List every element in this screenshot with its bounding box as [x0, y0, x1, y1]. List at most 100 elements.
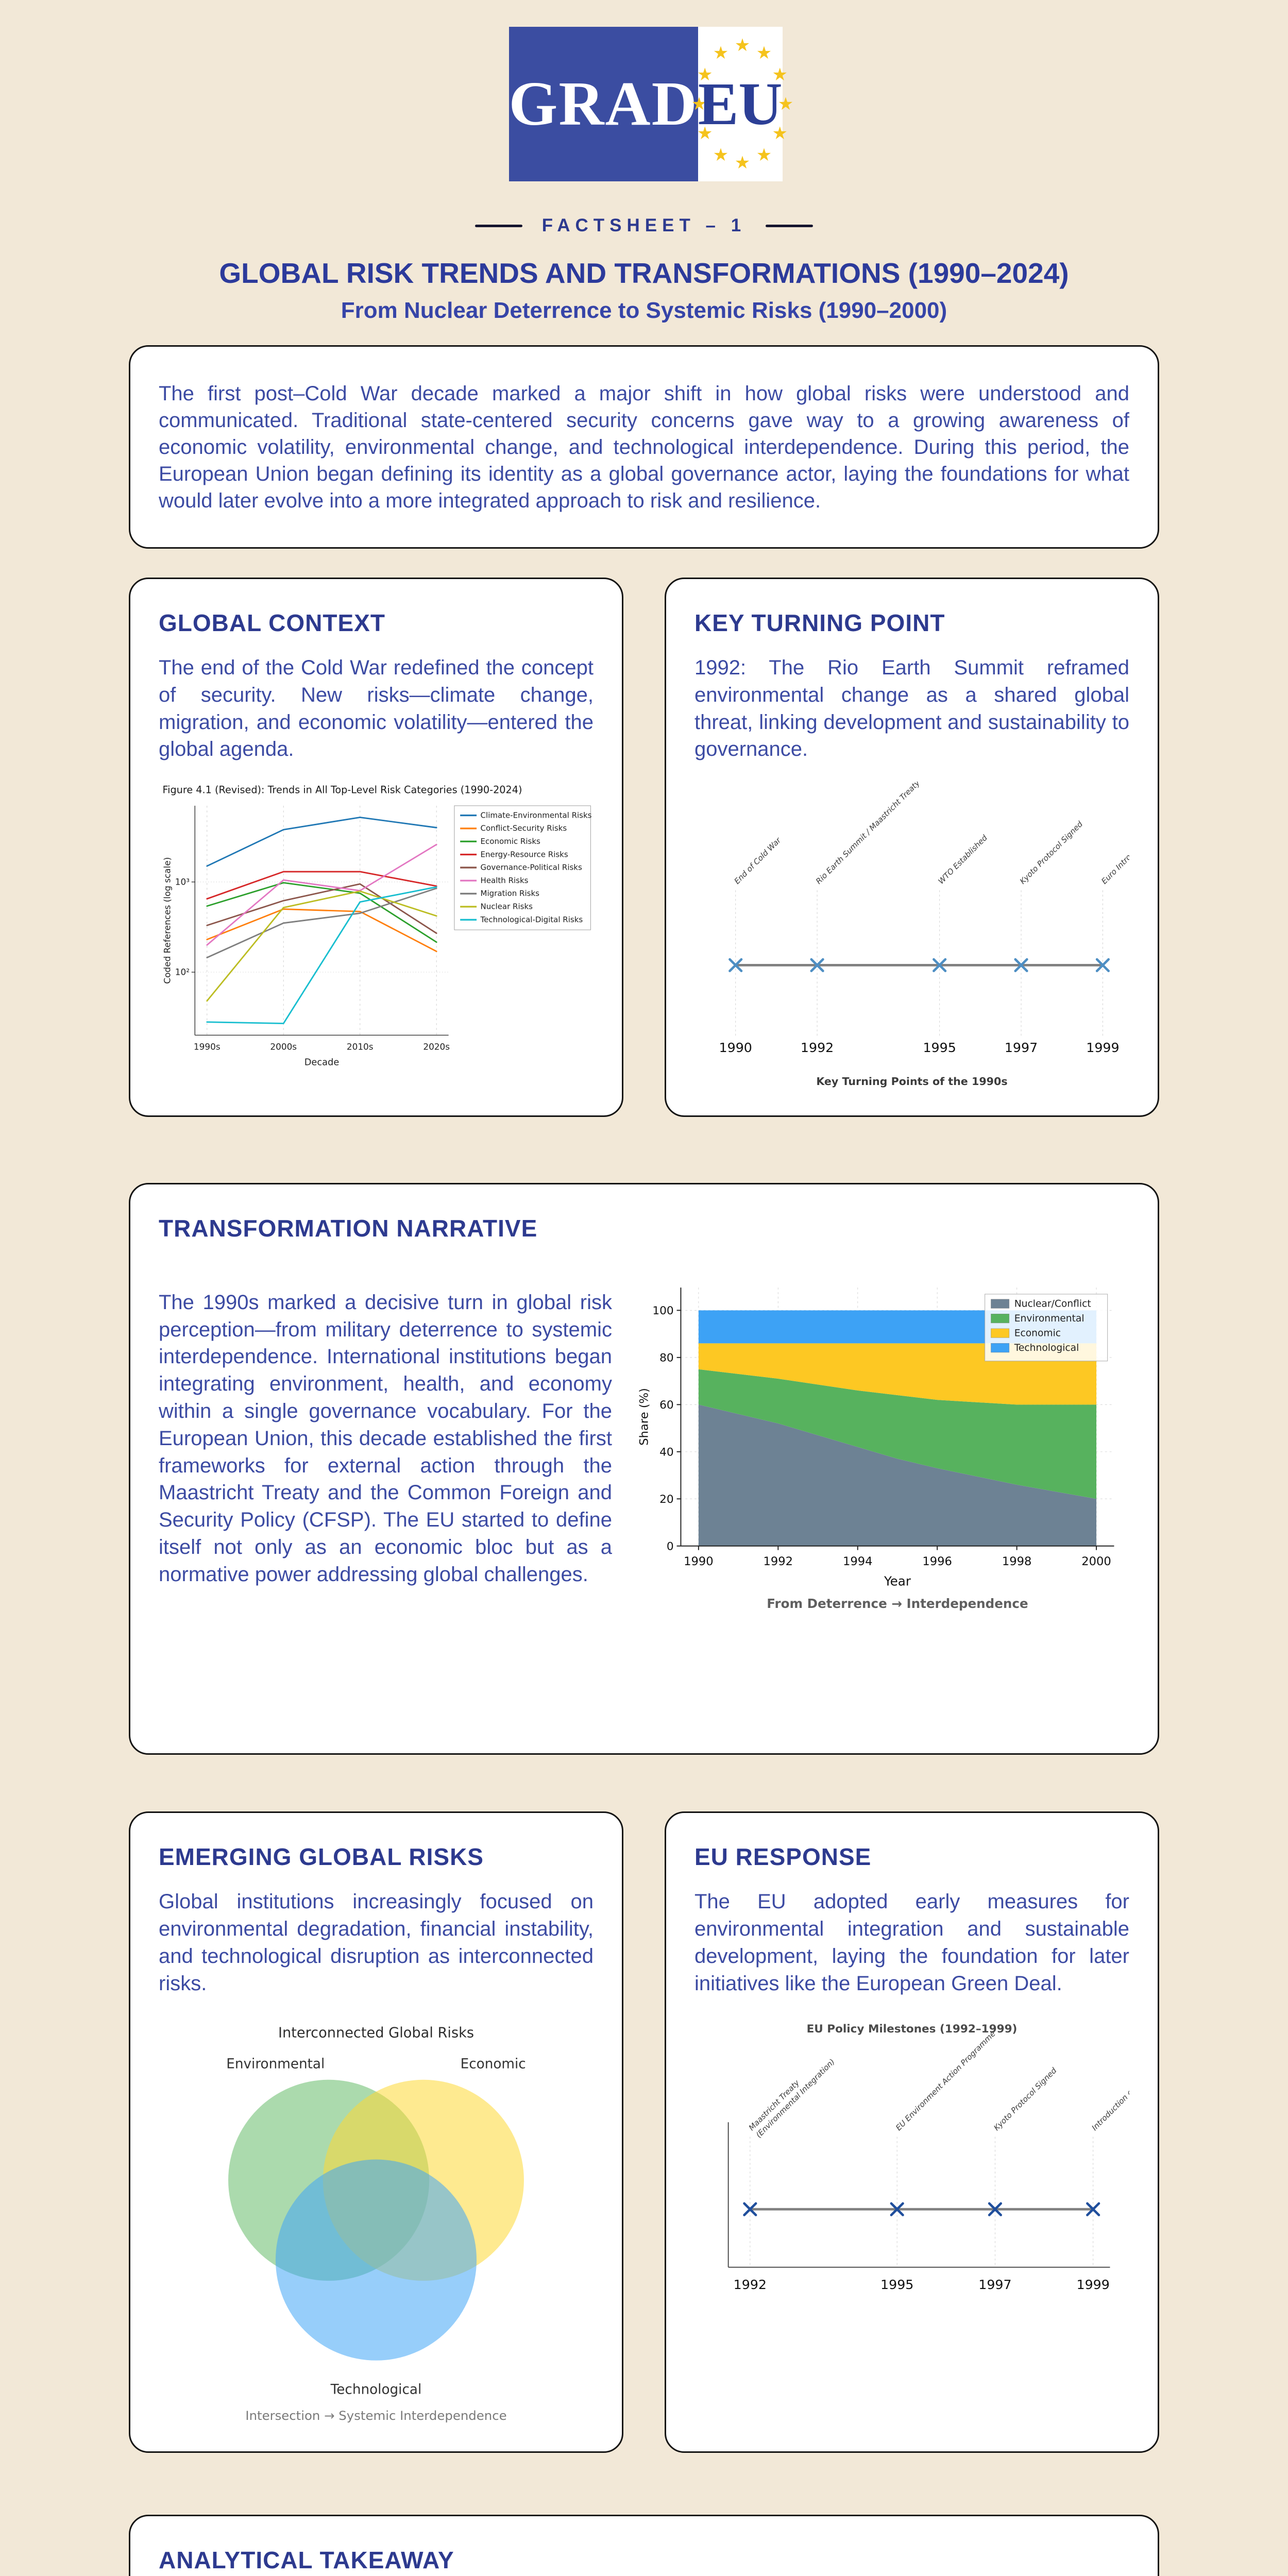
- intro-text: The first post–Cold War decade marked a …: [159, 382, 1129, 512]
- transformation-body: The 1990s marked a decisive turn in glob…: [159, 1291, 612, 1586]
- svg-text:1992: 1992: [764, 1555, 793, 1569]
- svg-text:From Deterrence → Interdepende: From Deterrence → Interdependence: [767, 1596, 1028, 1611]
- intro-card: The first post–Cold War decade marked a …: [129, 345, 1159, 549]
- eu-star-icon: ★: [777, 94, 794, 114]
- gradeu-logo-blue-panel: GRAD: [509, 27, 698, 181]
- svg-text:Technological-Digital Risks: Technological-Digital Risks: [480, 915, 583, 924]
- svg-text:Economic Risks: Economic Risks: [481, 837, 540, 846]
- factsheet-label: FACTSHEET – 1: [541, 215, 747, 235]
- divider-dash: [766, 224, 814, 227]
- svg-text:2010s: 2010s: [347, 1042, 374, 1052]
- svg-text:Conflict-Security Risks: Conflict-Security Risks: [481, 824, 567, 833]
- svg-text:Technological: Technological: [330, 2382, 422, 2397]
- svg-text:Share (%): Share (%): [638, 1388, 651, 1446]
- svg-text:20: 20: [659, 1494, 674, 1506]
- svg-text:1999: 1999: [1086, 1040, 1119, 1055]
- svg-text:2000s: 2000s: [270, 1042, 297, 1052]
- turning-points-timeline: End of Cold War Rio Earth Summit / Maastr…: [719, 782, 1129, 1088]
- svg-text:Interconnected Global Risks: Interconnected Global Risks: [278, 2025, 474, 2041]
- analytical-takeaway-card: ANALYTICAL TAKEAWAY The decade set the f…: [129, 2515, 1159, 2576]
- svg-text:10³: 10³: [175, 877, 190, 887]
- svg-text:60: 60: [659, 1399, 674, 1412]
- svg-text:Climate-Environmental Risks: Climate-Environmental Risks: [481, 811, 592, 820]
- svg-text:Health Risks: Health Risks: [481, 876, 529, 885]
- risks-response-row: EMERGING GLOBAL RISKS Global institution…: [129, 1811, 1159, 2453]
- global-context-card: GLOBAL CONTEXT The end of the Cold War r…: [129, 578, 623, 1117]
- svg-text:1990: 1990: [684, 1555, 714, 1569]
- gradeu-logo: GRAD ★ ★ ★ ★ ★ ★ ★ ★ ★ ★ ★ ★ EU: [509, 27, 793, 181]
- page-subtitle: From Nuclear Deterrence to Systemic Risk…: [341, 298, 947, 323]
- eu-milestones-chart-box: EU Policy Milestones (1992–1999) Maastric…: [694, 2016, 1129, 2315]
- emerging-risks-body: Global institutions increasingly focused…: [159, 1890, 594, 1995]
- risk-share-area-chart: 0 20 40 60 80 100 1990 1992 1994 1996 1998 2000 Year…: [638, 1287, 1114, 1611]
- svg-text:Kyoto Protocol Signed: Kyoto Protocol Signed: [1018, 819, 1084, 886]
- analytical-takeaway-title: ANALYTICAL TAKEAWAY: [159, 2547, 454, 2574]
- svg-text:100: 100: [652, 1305, 673, 1318]
- svg-text:Maastricht Treaty(Environmenta: Maastricht Treaty(Environmental Integrat…: [747, 2049, 837, 2139]
- global-context-body: The end of the Cold War redefined the co…: [159, 656, 594, 761]
- svg-text:Technological: Technological: [1014, 1343, 1079, 1353]
- svg-text:Nuclear Risks: Nuclear Risks: [481, 902, 533, 911]
- risks-venn-diagram: Interconnected Global Risks Environmental…: [226, 2025, 526, 2423]
- key-turning-point-card: KEY TURNING POINT 1992: The Rio Earth Su…: [665, 578, 1159, 1117]
- global-context-title: GLOBAL CONTEXT: [159, 609, 385, 636]
- svg-text:1998: 1998: [1002, 1555, 1032, 1569]
- svg-text:0: 0: [667, 1540, 674, 1553]
- svg-text:1997: 1997: [978, 2277, 1011, 2292]
- divider-dash: [474, 224, 522, 227]
- eu-star-icon: ★: [713, 145, 729, 165]
- svg-text:1996: 1996: [922, 1555, 952, 1569]
- svg-text:1997: 1997: [1005, 1040, 1038, 1055]
- svg-text:EU Policy Milestones (1992–199: EU Policy Milestones (1992–1999): [807, 2022, 1018, 2035]
- risk-trends-chart-box: 10² 10³ 1990s 2000s 2010s 2020s Decade Coded Re…: [159, 782, 594, 1081]
- risk-share-chart-box: 0 20 40 60 80 100 1990 1992 1994 1996 1998 2000 Year…: [633, 1260, 1129, 1617]
- eu-star-icon: ★: [691, 94, 707, 114]
- gradeu-logo-white-panel: ★ ★ ★ ★ ★ ★ ★ ★ ★ ★ ★ ★ EU: [691, 27, 793, 181]
- svg-text:Key Turning Points of the 1990: Key Turning Points of the 1990s: [816, 1075, 1007, 1088]
- svg-text:End of Cold War: End of Cold War: [733, 836, 783, 886]
- context-row: GLOBAL CONTEXT The end of the Cold War r…: [129, 578, 1159, 1117]
- risk-trends-line-chart: 10² 10³ 1990s 2000s 2010s 2020s Decade Coded Re…: [162, 784, 592, 1068]
- svg-text:2000: 2000: [1081, 1555, 1111, 1569]
- svg-text:Environmental: Environmental: [226, 2056, 325, 2072]
- svg-text:80: 80: [659, 1352, 674, 1365]
- svg-text:Year: Year: [884, 1574, 911, 1589]
- svg-text:Governance-Political Risks: Governance-Political Risks: [481, 863, 582, 872]
- eu-response-card: EU RESPONSE The EU adopted early measure…: [665, 1811, 1159, 2453]
- eu-star-icon: ★: [697, 65, 713, 84]
- svg-text:Kyoto Protocol Signed: Kyoto Protocol Signed: [992, 2065, 1058, 2132]
- transformation-title: TRANSFORMATION NARRATIVE: [159, 1215, 538, 1242]
- svg-text:Introduction of the Euro: Introduction of the Euro: [1090, 2060, 1129, 2132]
- eu-milestones-timeline: EU Policy Milestones (1992–1999) Maastric…: [727, 2022, 1129, 2292]
- svg-text:Euro Introduced: Euro Introduced: [1099, 836, 1129, 886]
- transformation-split: The 1990s marked a decisive turn in glob…: [159, 1260, 1129, 1617]
- svg-text:Energy-Resource Risks: Energy-Resource Risks: [481, 850, 568, 859]
- key-turning-point-body: 1992: The Rio Earth Summit reframed envi…: [694, 656, 1129, 761]
- eu-star-icon: ★: [734, 36, 751, 55]
- svg-text:2020s: 2020s: [423, 1042, 450, 1052]
- svg-text:1999: 1999: [1076, 2277, 1109, 2292]
- svg-text:WTO Established: WTO Established: [937, 833, 990, 886]
- svg-text:1994: 1994: [843, 1555, 873, 1569]
- eu-star-icon: ★: [772, 124, 788, 143]
- svg-text:1992: 1992: [801, 1040, 834, 1055]
- eu-response-body: The EU adopted early measures for enviro…: [694, 1890, 1129, 1995]
- logo-text-eu: EU: [698, 70, 783, 138]
- eu-response-title: EU RESPONSE: [694, 1843, 872, 1871]
- svg-text:40: 40: [659, 1446, 674, 1459]
- svg-text:Environmental: Environmental: [1014, 1313, 1084, 1324]
- svg-text:Decade: Decade: [304, 1057, 340, 1068]
- svg-text:1990s: 1990s: [194, 1042, 221, 1052]
- page-title: GLOBAL RISK TRENDS AND TRANSFORMATIONS (…: [219, 257, 1069, 289]
- eu-star-icon: ★: [756, 145, 772, 165]
- eu-star-icon: ★: [772, 65, 788, 84]
- key-turning-point-title: KEY TURNING POINT: [694, 609, 945, 636]
- svg-text:Economic: Economic: [1014, 1328, 1061, 1339]
- svg-text:Intersection → Systemic Interd: Intersection → Systemic Interdependence: [245, 2408, 506, 2423]
- svg-text:EU Environment Action Programm: EU Environment Action Programme: [894, 2029, 997, 2132]
- svg-text:1995: 1995: [923, 1040, 956, 1055]
- emerging-risks-title: EMERGING GLOBAL RISKS: [159, 1843, 484, 1871]
- factsheet-page: GRAD ★ ★ ★ ★ ★ ★ ★ ★ ★ ★ ★ ★ EU FACTSHEET – 1 GLOBA…: [0, 27, 1288, 2576]
- eu-star-icon: ★: [713, 43, 729, 63]
- factsheet-banner: FACTSHEET – 1: [0, 215, 1288, 236]
